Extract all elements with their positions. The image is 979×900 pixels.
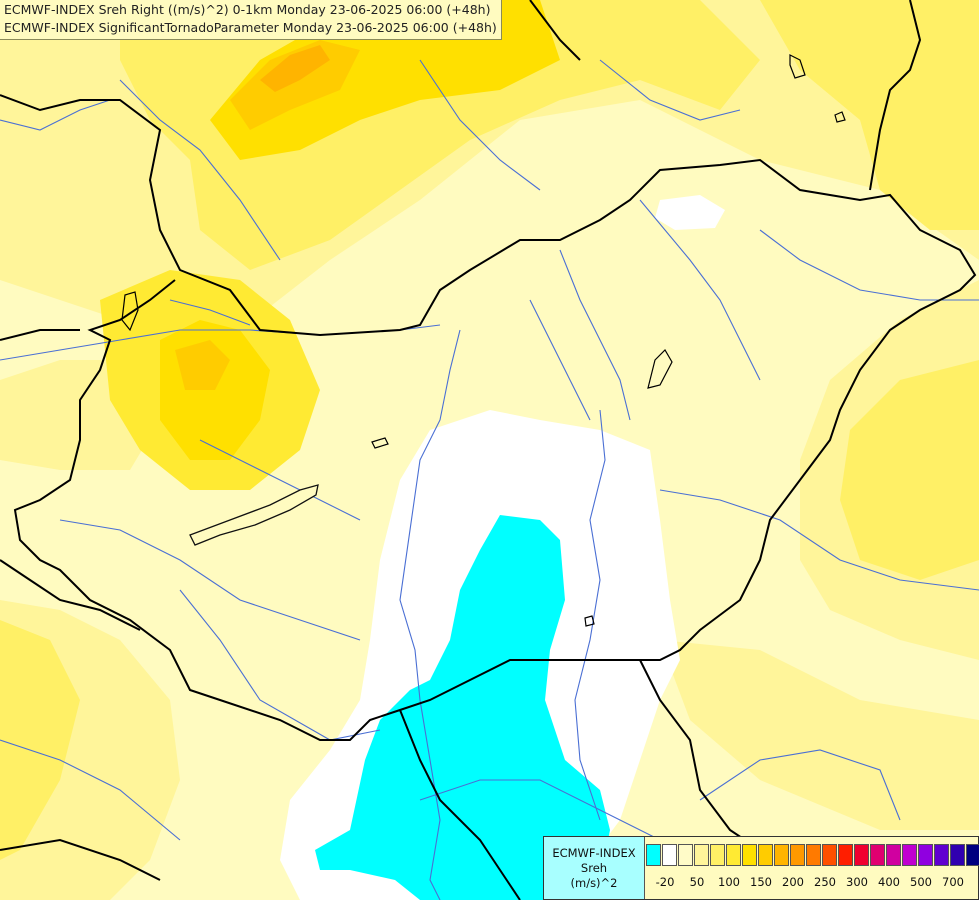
field-yellow-northeast bbox=[760, 0, 979, 230]
field-white-northeast bbox=[655, 195, 725, 230]
legend-swatch bbox=[854, 844, 869, 866]
legend-swatch bbox=[934, 844, 949, 866]
legend-swatch bbox=[678, 844, 693, 866]
legend-tick-label: -20 bbox=[655, 875, 675, 889]
title-line-2: ECMWF-INDEX SignificantTornadoParameter … bbox=[4, 20, 497, 35]
legend-swatch bbox=[774, 844, 789, 866]
field-yellow-east bbox=[840, 360, 979, 580]
legend-swatch bbox=[806, 844, 821, 866]
legend-tick-label: 100 bbox=[718, 875, 740, 889]
legend-swatch bbox=[918, 844, 933, 866]
legend-swatch bbox=[758, 844, 773, 866]
legend-label-line-1: ECMWF-INDEX bbox=[552, 845, 636, 860]
field-orange-west bbox=[175, 340, 230, 390]
rivers bbox=[0, 59, 979, 900]
legend-tick-label: 50 bbox=[689, 875, 705, 889]
legend-swatch bbox=[822, 844, 837, 866]
field-orange-north-core bbox=[260, 45, 330, 92]
legend-swatches bbox=[646, 844, 979, 866]
field-yellow-southwest bbox=[0, 620, 80, 860]
legend-swatch bbox=[726, 844, 741, 866]
legend-swatch bbox=[966, 844, 979, 866]
legend-tick-label: 400 bbox=[878, 875, 900, 889]
legend-swatch bbox=[790, 844, 805, 866]
legend-swatch bbox=[662, 844, 677, 866]
color-legend: ECMWF-INDEX Sreh (m/s)^2 -20 50 100 150 200 2… bbox=[543, 836, 979, 900]
legend-label-line-3: (m/s)^2 bbox=[570, 875, 618, 890]
legend-swatch bbox=[902, 844, 917, 866]
lake-balaton bbox=[189, 484, 319, 546]
small-outlines bbox=[121, 54, 846, 627]
legend-tick-label: 300 bbox=[846, 875, 868, 889]
legend-label: ECMWF-INDEX Sreh (m/s)^2 bbox=[544, 837, 645, 899]
legend-swatch bbox=[870, 844, 885, 866]
legend-swatch bbox=[742, 844, 757, 866]
map-title: ECMWF-INDEX Sreh Right ((m/s)^2) 0-1km M… bbox=[0, 0, 502, 40]
legend-tick-label: 150 bbox=[750, 875, 772, 889]
field-orange-north bbox=[230, 40, 360, 130]
legend-tick-label: 250 bbox=[814, 875, 836, 889]
field-light-yellow-south bbox=[660, 640, 979, 830]
legend-label-line-2: Sreh bbox=[580, 860, 608, 875]
title-line-1: ECMWF-INDEX Sreh Right ((m/s)^2) 0-1km M… bbox=[4, 2, 491, 17]
legend-tick-label: 200 bbox=[782, 875, 804, 889]
legend-swatch bbox=[710, 844, 725, 866]
legend-tick-label: 500 bbox=[910, 875, 932, 889]
legend-tick-label: 700 bbox=[942, 875, 964, 889]
legend-ticks: -20 50 100 150 200 250 300 400 500 700 bbox=[646, 875, 976, 891]
field-gold-north bbox=[210, 0, 560, 160]
legend-swatch bbox=[838, 844, 853, 866]
legend-swatch bbox=[646, 844, 661, 866]
field-cyan-center bbox=[315, 515, 610, 900]
legend-swatch bbox=[950, 844, 965, 866]
legend-swatch bbox=[694, 844, 709, 866]
legend-swatch bbox=[886, 844, 901, 866]
